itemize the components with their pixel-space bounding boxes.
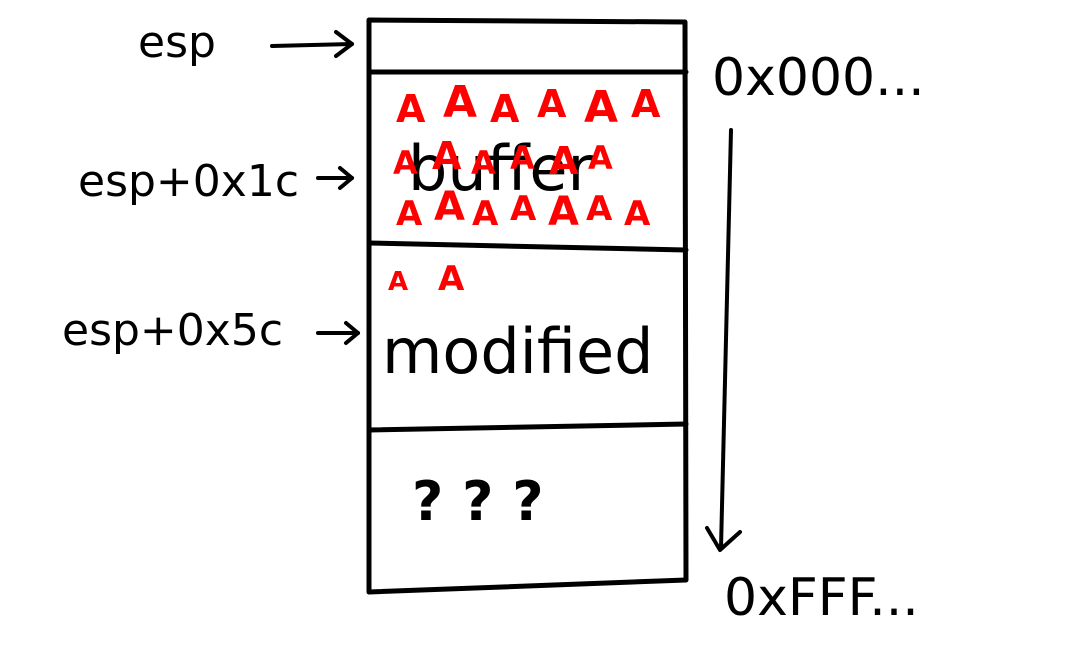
overflow-char: A — [393, 144, 418, 182]
pointer-esp: esp — [138, 17, 216, 68]
overflow-char: A — [434, 184, 465, 230]
overflow-char: A — [549, 139, 579, 183]
overflow-spill-char: A — [388, 267, 408, 297]
overflow-char: A — [471, 144, 496, 182]
overflow-char: A — [510, 139, 535, 177]
overflow-char: A — [396, 194, 423, 234]
overflow-char: A — [432, 134, 462, 178]
growth-arrow — [707, 130, 740, 550]
pointer-esp-5c: esp+0x5c — [62, 305, 283, 356]
arrow-esp — [272, 32, 352, 56]
overflow-char: A — [584, 82, 618, 133]
overflow-char: A — [548, 189, 579, 235]
arrow-esp-1c — [318, 168, 352, 188]
modified-label: modified — [382, 315, 653, 388]
address-high: 0xFFF... — [724, 568, 919, 628]
arrow-esp-5c — [318, 323, 358, 343]
divider-modified-bottom — [369, 424, 686, 430]
overflow-char: A — [443, 77, 477, 128]
pointer-esp-1c: esp+0x1c — [78, 156, 299, 207]
unknown-label: ? ? ? — [412, 470, 544, 533]
overflow-char: A — [490, 87, 520, 131]
overflow-char: A — [624, 194, 651, 234]
overflow-char: A — [472, 194, 499, 234]
overflow-char: A — [537, 82, 567, 126]
divider-buffer-bottom — [369, 243, 686, 250]
address-low: 0x000... — [712, 48, 925, 108]
overflow-char: A — [631, 82, 661, 126]
overflow-char: A — [510, 189, 537, 229]
overflow-spill-char: A — [438, 259, 465, 299]
overflow-char: A — [396, 87, 426, 131]
overflow-char: A — [586, 189, 613, 229]
overflow-char: A — [588, 139, 613, 177]
